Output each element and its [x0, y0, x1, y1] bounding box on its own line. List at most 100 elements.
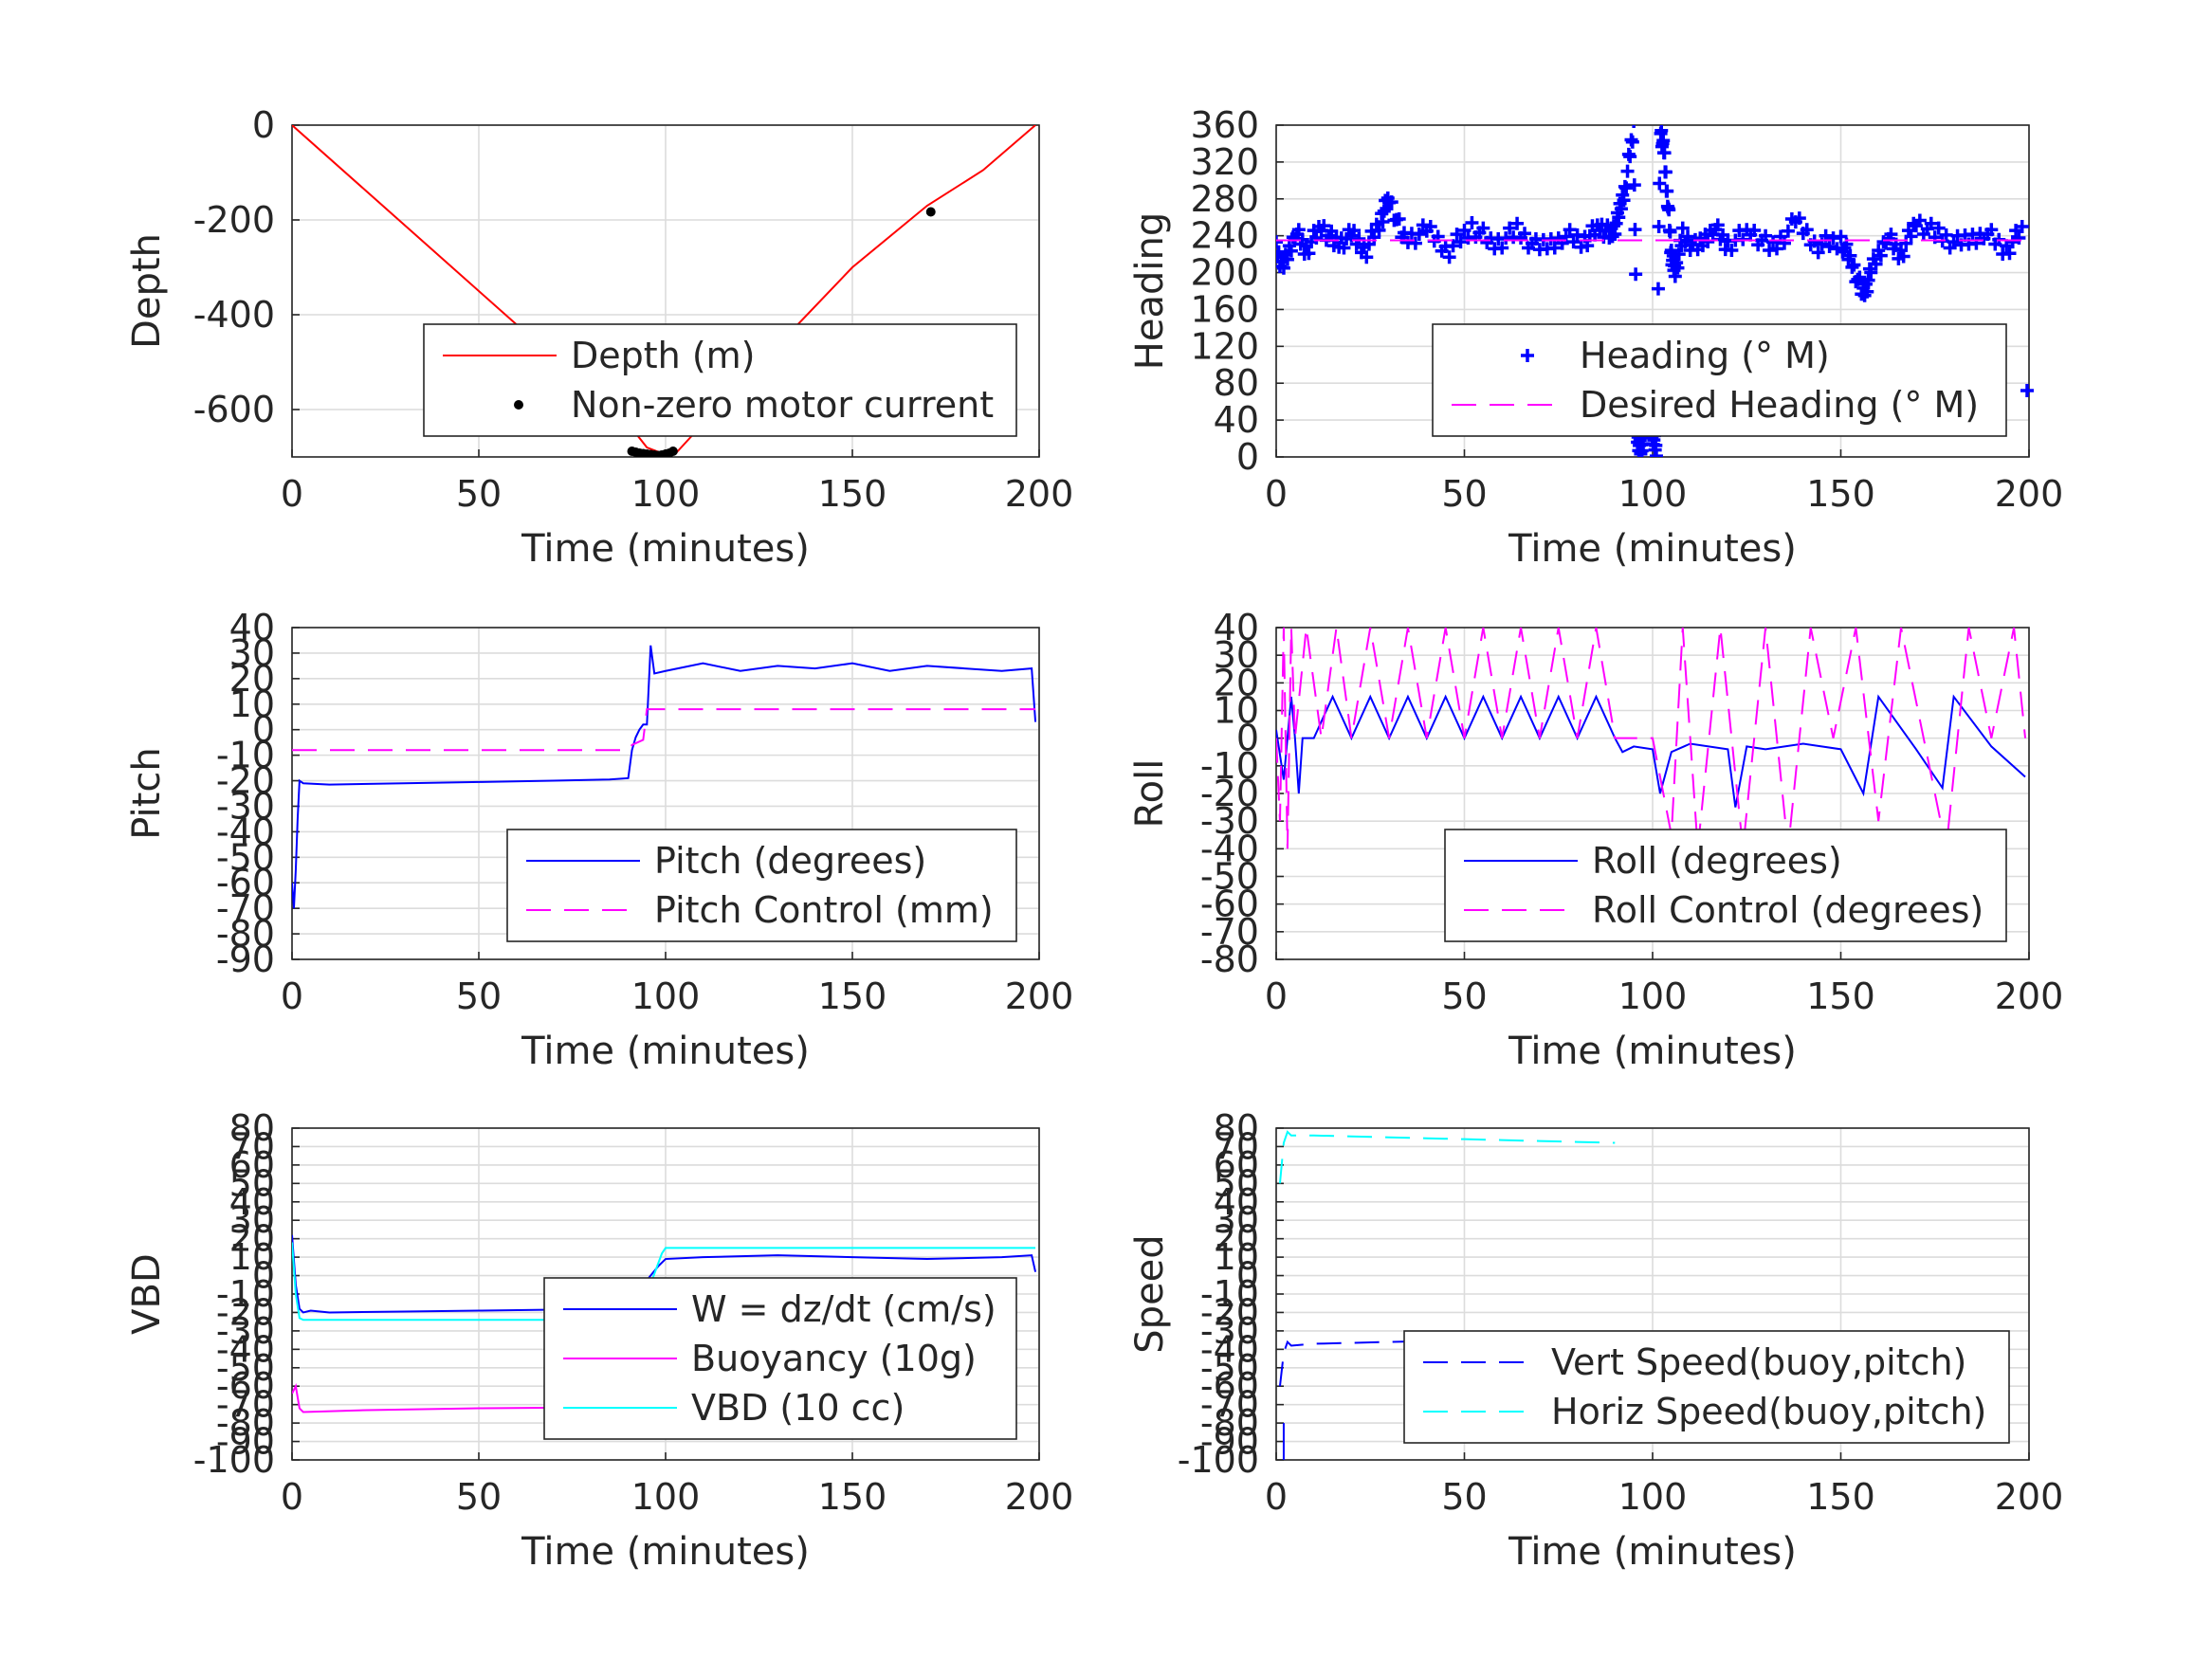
y-axis-label: VBD [125, 1253, 169, 1335]
data-point [1619, 181, 1634, 195]
series-layer [292, 645, 1037, 909]
data-point [1701, 235, 1715, 249]
data-point [1625, 135, 1639, 149]
data-point [1777, 236, 1791, 250]
x-tick-label: 150 [1806, 1476, 1875, 1518]
legend-swatch [514, 400, 523, 410]
legend: Vert Speed(buoy,pitch) Horiz Speed(buoy,p… [1403, 1330, 2010, 1444]
data-point [1668, 269, 1682, 283]
y-tick-label: 320 [1190, 141, 1259, 183]
data-point [1896, 249, 1910, 264]
data-point [1651, 282, 1665, 296]
legend: Heading (° M) Desired Heading (° M) [1432, 323, 2007, 437]
data-point [1367, 230, 1381, 245]
y-tick-label: 30 [1214, 634, 1259, 676]
y-tick-label: 30 [229, 1199, 275, 1241]
data-point [1337, 241, 1351, 255]
data-point [1503, 221, 1517, 235]
y-tick-label: -70 [1200, 1384, 1259, 1426]
y-tick-label: -10 [216, 735, 275, 776]
data-point [1408, 236, 1422, 250]
y-tick-label: 360 [1190, 104, 1259, 146]
series-line-2 [1276, 628, 2027, 849]
data-point [1453, 235, 1468, 249]
data-point [1912, 213, 1927, 228]
legend-label: Pitch Control (mm) [654, 889, 994, 931]
series-line-2 [292, 708, 1036, 752]
y-tick-label: 80 [1214, 362, 1259, 404]
y-tick-label: -20 [216, 760, 275, 802]
y-tick-label: 10 [1214, 690, 1259, 732]
y-tick-label: -70 [216, 1384, 275, 1426]
y-axis-label: Heading [1128, 212, 1172, 370]
data-point [1628, 223, 1642, 237]
data-point [1384, 195, 1398, 210]
data-point [1457, 224, 1472, 238]
series-layer [1276, 125, 2029, 457]
data-point [1864, 265, 1878, 280]
data-point [1834, 229, 1848, 244]
legend-box [423, 323, 1017, 437]
x-tick-label: 150 [818, 975, 887, 1017]
y-tick-label: -50 [216, 1347, 275, 1389]
data-point [1412, 228, 1426, 242]
data-point [1652, 220, 1666, 234]
y-tick-label: -50 [1200, 1347, 1259, 1389]
y-tick-label: -600 [193, 389, 275, 430]
data-point [1843, 248, 1857, 263]
data-point [1984, 223, 1999, 237]
y-tick-label: 40 [229, 1181, 275, 1223]
x-tick-label: 0 [1265, 1476, 1288, 1518]
data-point [1924, 216, 1938, 230]
y-tick-label: 70 [229, 1125, 275, 1167]
legend-box [1444, 829, 2007, 942]
y-tick-label: 0 [252, 104, 275, 146]
y-tick-label: 10 [229, 1236, 275, 1278]
data-point [1510, 216, 1525, 230]
y-tick-label: 40 [1214, 1181, 1259, 1223]
x-tick-label: 200 [1005, 975, 1074, 1017]
y-tick-label: -20 [216, 1291, 275, 1333]
y-tick-label: -30 [1200, 1310, 1259, 1352]
y-tick-label: 240 [1190, 215, 1259, 257]
x-tick-label: 200 [1995, 1476, 2064, 1518]
data-point [1392, 211, 1406, 226]
chart-5: 0 50 100 150 20080706050403020100-10-20-30-4… [125, 1107, 1073, 1574]
legend-label: W = dz/dt (cm/s) [691, 1288, 996, 1330]
data-point [1811, 246, 1825, 260]
series-line-1 [1278, 1335, 1600, 1387]
y-tick-label: 0 [252, 1255, 275, 1297]
legend-swatch [1521, 349, 1534, 362]
legend-label: VBD (10 cc) [691, 1387, 905, 1429]
data-point [1672, 247, 1686, 262]
y-tick-label: 30 [229, 632, 275, 674]
x-tick-label: 200 [1005, 1476, 1074, 1518]
data-point [1660, 184, 1674, 198]
y-tick-label: -400 [193, 294, 275, 336]
legend-box [543, 1277, 1017, 1440]
legend: Depth (m) Non-zero motor current [423, 323, 1017, 437]
x-tick-label: 0 [1265, 975, 1288, 1017]
data-point [1899, 236, 1913, 250]
data-point [1675, 221, 1690, 235]
y-tick-label: -30 [1200, 800, 1259, 842]
legend-box [1403, 1330, 2010, 1444]
x-tick-label: 100 [631, 1476, 701, 1518]
y-tick-label: -10 [1200, 745, 1259, 787]
y-tick-label: -100 [1178, 1439, 1259, 1481]
legend-label: Non-zero motor current [571, 384, 994, 426]
legend: Pitch (degrees) Pitch Control (mm) [506, 829, 1017, 942]
legend: Roll (degrees) Roll Control (degrees) [1444, 829, 2007, 942]
data-point [667, 447, 678, 456]
y-tick-label: -30 [216, 1310, 275, 1352]
y-tick-label: -80 [216, 1402, 275, 1444]
x-axis-label: Time (minutes) [1508, 1030, 1797, 1073]
data-point [1465, 215, 1479, 229]
data-point [1617, 193, 1631, 208]
y-tick-label: 20 [1214, 1218, 1259, 1260]
data-point [1291, 223, 1306, 237]
data-point [1759, 228, 1773, 243]
data-point [1360, 250, 1374, 264]
chart-1: 0 50 100 150 200 0 -200 -400 -600 Time (minutes) D… [125, 104, 1073, 571]
data-point [1372, 223, 1386, 237]
